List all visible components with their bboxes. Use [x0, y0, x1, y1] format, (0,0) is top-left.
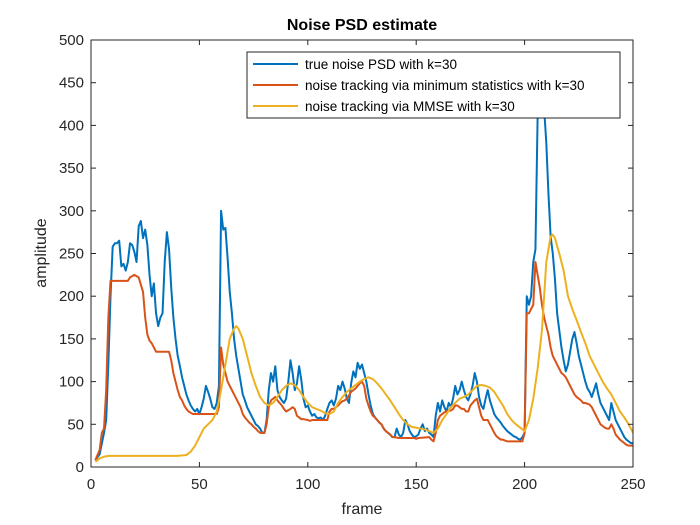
y-tick-label: 300	[59, 203, 84, 220]
x-axis-label: frame	[342, 501, 383, 518]
legend-box	[246, 51, 621, 119]
x-tick-label: 200	[512, 476, 537, 493]
y-tick-label: 100	[59, 374, 84, 391]
legend-entry-true-psd: true noise PSD with k=30	[305, 57, 457, 72]
legend-entry-mmse: noise tracking via MMSE with k=30	[305, 99, 515, 114]
y-tick-label: 150	[59, 331, 84, 348]
y-tick-label: 400	[59, 117, 84, 134]
y-axis-label: amplitude	[33, 218, 50, 287]
legend-entry-min-stats: noise tracking via minimum statistics wi…	[305, 78, 584, 93]
x-tick-label: 100	[295, 476, 320, 493]
x-tick-label: 150	[404, 476, 429, 493]
y-tick-label: 350	[59, 160, 84, 177]
x-tick-label: 50	[191, 476, 208, 493]
y-tick-label: 500	[59, 32, 84, 49]
x-tick-label: 0	[87, 476, 95, 493]
y-tick-label: 50	[67, 416, 84, 433]
y-tick-label: 250	[59, 246, 84, 263]
y-axis: 0 50 100 150 200 250 300 350 400 450 500	[59, 32, 633, 476]
x-tick-label: 250	[620, 476, 645, 493]
series-line-mmse	[94, 233, 633, 463]
legend: true noise PSD with k=30 noise tracking …	[246, 51, 621, 119]
y-tick-label: 200	[59, 288, 84, 305]
x-axis: 0 50 100 150 200 250	[87, 40, 646, 493]
series-line-min-stats	[94, 261, 633, 461]
y-tick-label: 450	[59, 75, 84, 92]
chart-title: Noise PSD estimate	[287, 17, 437, 34]
y-tick-label: 0	[76, 459, 84, 476]
